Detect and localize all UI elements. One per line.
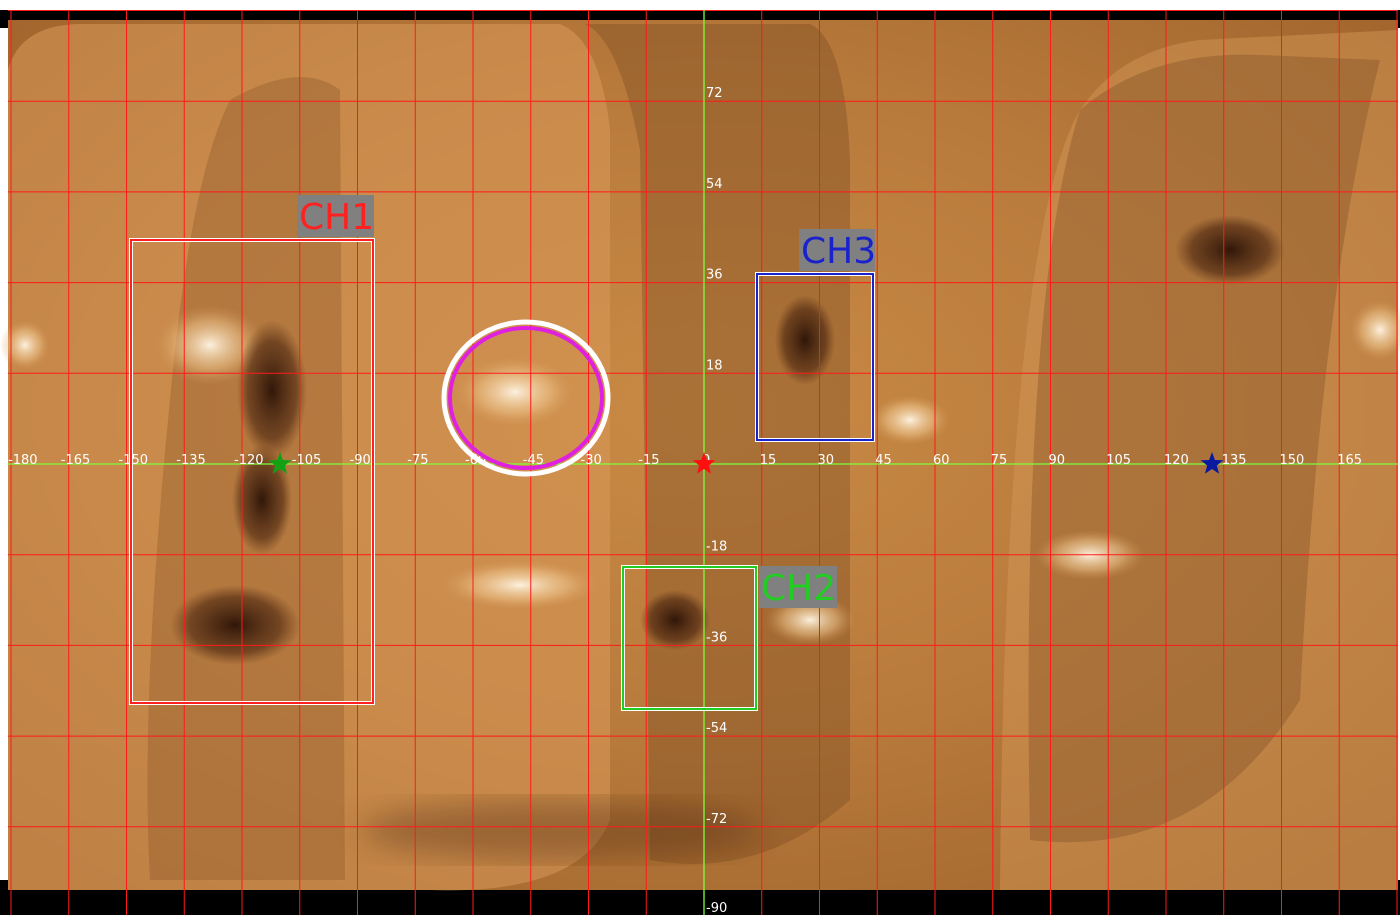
lon-tick-label: 135 (1222, 453, 1247, 468)
lon-tick-label: 90 (1049, 453, 1066, 468)
ch1-label: CH1 (299, 197, 374, 238)
green-star-marker (268, 452, 292, 474)
bright-region-south (440, 560, 600, 610)
lon-tick-label: -150 (119, 453, 149, 468)
lon-tick-label: 60 (933, 453, 950, 468)
lon-tick-label: -15 (638, 453, 659, 468)
dark-panel-center (585, 24, 850, 864)
lon-tick-label: 15 (760, 453, 777, 468)
ch3-label: CH3 (801, 231, 876, 272)
bright-region-ch1 (155, 305, 265, 385)
lon-tick-label: -75 (407, 453, 428, 468)
blue-star-marker (1200, 452, 1224, 474)
lon-tick-label: 45 (875, 453, 892, 468)
dark-hole-ch1-upper (237, 320, 307, 460)
ch3-label-bg (799, 229, 875, 271)
lon-tick-label: -165 (61, 453, 91, 468)
lon-tick-label: -30 (581, 453, 602, 468)
dark-hole-ch1-mid (232, 445, 292, 555)
lon-tick-label: 105 (1106, 453, 1131, 468)
dark-hole-ch2 (640, 590, 710, 650)
lon-tick-label: -180 (8, 453, 38, 468)
lon-tick-label: 165 (1337, 453, 1362, 468)
lon-tick-label: 150 (1280, 453, 1305, 468)
ch3-box (756, 273, 874, 441)
bright-region-right-edge (1350, 300, 1400, 360)
red-star-marker (692, 452, 716, 474)
lon-tick-label: -135 (176, 453, 206, 468)
lon-tick-label: 120 (1164, 453, 1189, 468)
ch2-box (622, 566, 757, 710)
lon-tick-label: -90 (350, 453, 371, 468)
dark-band-south-arc (360, 800, 760, 860)
bright-region-flare (455, 357, 575, 427)
lat-tick-label: -54 (706, 721, 727, 736)
dark-hole-right-north (1175, 215, 1285, 285)
lon-tick-label: -120 (234, 453, 264, 468)
bright-region-ch3-right (870, 395, 950, 445)
dark-hole-ch3 (775, 295, 835, 385)
active-region-circle-outline (441, 319, 611, 477)
latitude-tick-labels: 72 54 36 18 -18 -36 -54 -72 -90 (706, 86, 727, 915)
active-region-circle (448, 326, 604, 470)
lat-tick-label: 18 (706, 358, 723, 373)
coordinate-grid (8, 10, 1398, 915)
ch1-box (130, 239, 374, 704)
lon-tick-label: 30 (818, 453, 835, 468)
bright-region-left-edge (0, 320, 50, 370)
lat-tick-label: 54 (706, 177, 723, 192)
lat-tick-label: -36 (706, 630, 727, 645)
lon-tick-label: -45 (523, 453, 544, 468)
ch2-label: CH2 (761, 568, 836, 609)
lat-tick-label: 36 (706, 268, 723, 283)
lat-tick-label: 72 (706, 86, 723, 101)
lat-tick-label: -90 (706, 901, 727, 915)
bright-segment-right (1000, 30, 1398, 890)
lat-tick-label: -72 (706, 812, 727, 827)
lon-tick-label: -105 (292, 453, 322, 468)
ch2-label-bg (759, 566, 837, 608)
lon-tick-label: 75 (991, 453, 1008, 468)
dark-hole-ch1-lower (170, 585, 300, 665)
lat-tick-label: -18 (706, 540, 727, 555)
ch1-label-bg (297, 195, 374, 237)
